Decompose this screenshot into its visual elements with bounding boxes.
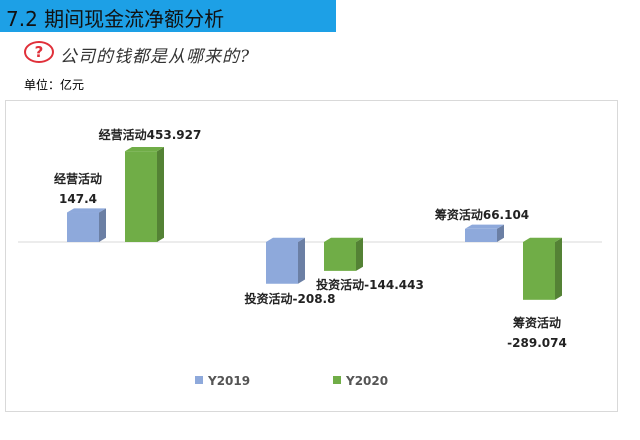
data-label-y2020-2: 筹资活动-289.074 bbox=[507, 315, 567, 350]
bar-y2020-1-top bbox=[324, 237, 363, 242]
data-label-y2020-1: 投资活动-144.443 bbox=[316, 277, 424, 292]
bar-y2020-2 bbox=[523, 242, 555, 300]
bar-y2019-0 bbox=[67, 212, 99, 242]
bar-y2019-1-top bbox=[266, 237, 305, 242]
bar-y2019-1-side bbox=[298, 237, 305, 284]
bar-y2019-2-side bbox=[497, 224, 504, 242]
bar-y2020-0-side bbox=[157, 147, 164, 242]
bar-y2019-2-top bbox=[465, 224, 504, 229]
legend-label-y2019: Y2019 bbox=[207, 374, 250, 388]
header-bar: 7.2 期间现金流净额分析 bbox=[0, 0, 336, 32]
question-mark-icon: ? bbox=[24, 41, 54, 63]
bar-y2020-0-top bbox=[125, 147, 164, 152]
bar-y2020-1 bbox=[324, 242, 356, 271]
data-label-y2019-2: 筹资活动66.104 bbox=[435, 207, 529, 222]
bar-y2020-2-side bbox=[555, 237, 562, 300]
chart-frame bbox=[5, 100, 618, 412]
data-label-y2019-0: 经营活动 147.4 bbox=[54, 171, 102, 206]
data-label-y2020-0: 经营活动453.927 bbox=[99, 127, 202, 142]
bar-y2019-0-top bbox=[67, 208, 106, 213]
bar-y2020-2-top bbox=[523, 237, 562, 242]
bar-y2020-1-side bbox=[356, 237, 363, 271]
page-title: 7.2 期间现金流净额分析 bbox=[6, 7, 225, 31]
bar-y2019-0-side bbox=[99, 208, 106, 242]
question-subtitle: 公司的钱都是从哪来的? bbox=[60, 47, 251, 67]
bar-y2019-2 bbox=[465, 228, 497, 242]
data-label-y2019-1: 投资活动-208.8 bbox=[245, 291, 336, 306]
bar-y2019-1 bbox=[266, 242, 298, 284]
legend-swatch-y2019 bbox=[195, 376, 203, 384]
unit-label: 单位：亿元 bbox=[24, 78, 85, 92]
bar-y2020-0 bbox=[125, 151, 157, 242]
legend-swatch-y2020 bbox=[333, 376, 341, 384]
legend-label-y2020: Y2020 bbox=[345, 374, 388, 388]
